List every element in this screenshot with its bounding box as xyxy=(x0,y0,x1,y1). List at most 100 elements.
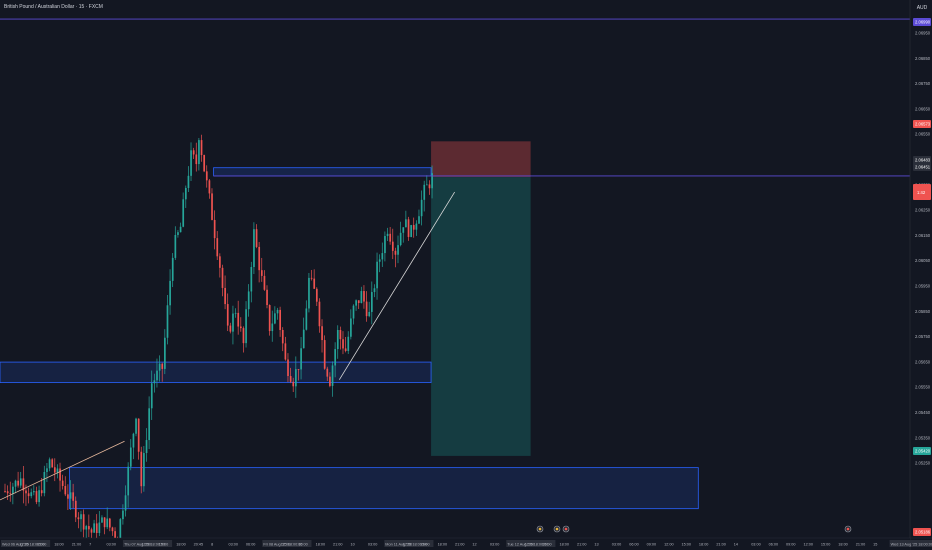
candle-body xyxy=(145,440,148,454)
candle-body xyxy=(171,257,174,281)
time-tick-label: 15:00 xyxy=(542,543,552,547)
candle-body xyxy=(287,359,289,377)
candle-body xyxy=(276,309,279,314)
candle-body xyxy=(245,309,247,344)
candle-body xyxy=(17,480,19,486)
time-tick-label: Wed 13 Aug '25 18:00:00 xyxy=(891,543,932,547)
candle-body xyxy=(4,491,6,492)
candle-body xyxy=(158,363,161,371)
candle-body xyxy=(336,329,339,350)
price-tick-label: 2.06250 xyxy=(915,208,931,213)
time-tick-label: 12:00 xyxy=(525,543,535,547)
left-trendline[interactable] xyxy=(0,440,125,501)
time-tick-label: 18:00 xyxy=(176,543,186,547)
candle-body xyxy=(150,383,153,409)
candle-body xyxy=(46,468,48,472)
candle-body xyxy=(384,236,386,254)
price-tick-label: 2.05850 xyxy=(915,309,931,314)
candle-body xyxy=(164,337,166,369)
candle-body xyxy=(399,232,402,246)
candle-body xyxy=(420,199,423,217)
candle-body xyxy=(213,219,216,239)
candle-body xyxy=(281,329,284,344)
time-tick-label: 15:00 xyxy=(298,543,308,547)
currency-label[interactable]: AUD xyxy=(916,5,928,11)
candle-body xyxy=(219,256,221,268)
time-tick-label: 18:00 xyxy=(838,543,848,547)
candle-body xyxy=(77,517,80,520)
time-tick-label: 15:00 xyxy=(159,543,169,547)
lines-layer xyxy=(0,18,910,501)
time-tick-label: Thu 07 Aug '25 18:00:00 xyxy=(124,543,165,547)
drawing-layer xyxy=(0,141,699,510)
price-tag-label: 2.06990 xyxy=(915,20,931,25)
event-flag-icon xyxy=(538,527,542,531)
take-profit-zone[interactable] xyxy=(431,177,531,456)
candle-body xyxy=(88,526,90,530)
candle-body xyxy=(190,150,192,176)
price-tag xyxy=(913,156,931,164)
candle-body xyxy=(263,275,266,290)
supply-zone-upper[interactable] xyxy=(213,167,432,177)
candle-body xyxy=(352,305,355,319)
stop-loss-zone[interactable] xyxy=(431,141,531,178)
event-flag-icon xyxy=(846,527,850,531)
price-tag-label: 2.05420 xyxy=(915,449,931,454)
price-axis[interactable]: 2.06950 2.06850 2.06750 2.06650 2.06550 2.064… xyxy=(909,0,932,550)
candle-body xyxy=(258,246,261,271)
ascending-trendline[interactable] xyxy=(339,191,455,380)
time-tick-label: Mon 11 Aug '25 18:00:00 xyxy=(385,543,427,547)
candle-body xyxy=(247,291,250,310)
candle-body xyxy=(166,305,169,338)
price-tag xyxy=(913,163,931,171)
candle-body xyxy=(156,370,158,381)
time-tick-label: 21:00 xyxy=(455,543,465,547)
candle-body xyxy=(211,193,213,220)
candle-body xyxy=(122,510,124,520)
candle-body xyxy=(192,150,195,155)
candle-body xyxy=(371,292,373,312)
candle-body xyxy=(274,313,276,324)
candle-body xyxy=(132,433,135,448)
candle-body xyxy=(221,267,224,288)
demand-zone-middle[interactable] xyxy=(0,361,432,384)
candle-body xyxy=(250,267,253,292)
time-tick-label: 18:00 xyxy=(54,543,64,547)
candle-body xyxy=(260,270,263,276)
candle-body xyxy=(127,466,130,496)
price-axis-bg xyxy=(910,0,932,550)
candle-body xyxy=(410,225,412,237)
symbol-title: British Pound / Australian Dollar · 15 ·… xyxy=(4,4,103,10)
candle-body xyxy=(323,340,326,369)
candle-body xyxy=(43,471,46,494)
time-tick-label: 18:00 xyxy=(438,543,448,547)
candle-body xyxy=(240,326,242,329)
time-tick-label: 06:00 xyxy=(246,543,256,547)
time-tick-label: 18:00 xyxy=(316,543,326,547)
time-tick-label: 12 xyxy=(472,543,476,547)
price-tag xyxy=(913,18,931,26)
candle-body xyxy=(318,301,321,327)
demand-zone-lower[interactable] xyxy=(69,467,699,510)
candle-body xyxy=(355,300,357,306)
time-tick-label: 15:00 xyxy=(682,543,692,547)
time-tick-label: 14 xyxy=(734,543,738,547)
candle-body xyxy=(80,514,82,520)
candle-body xyxy=(391,241,394,251)
time-tick-label: 12:00 xyxy=(141,543,151,547)
candle-body xyxy=(53,467,56,473)
candle-body xyxy=(56,468,59,473)
candle-body xyxy=(12,486,14,494)
time-tick-label: 06:00 xyxy=(629,543,639,547)
candle-body xyxy=(292,381,295,387)
candle-body xyxy=(376,261,378,289)
candle-body xyxy=(85,526,88,530)
candle-body xyxy=(402,227,405,233)
time-tick-label: 03:00 xyxy=(229,543,239,547)
candle-body xyxy=(237,312,240,327)
candle-body xyxy=(64,486,67,495)
price-tick-label: 2.05550 xyxy=(915,385,931,390)
candle-body xyxy=(187,175,190,188)
